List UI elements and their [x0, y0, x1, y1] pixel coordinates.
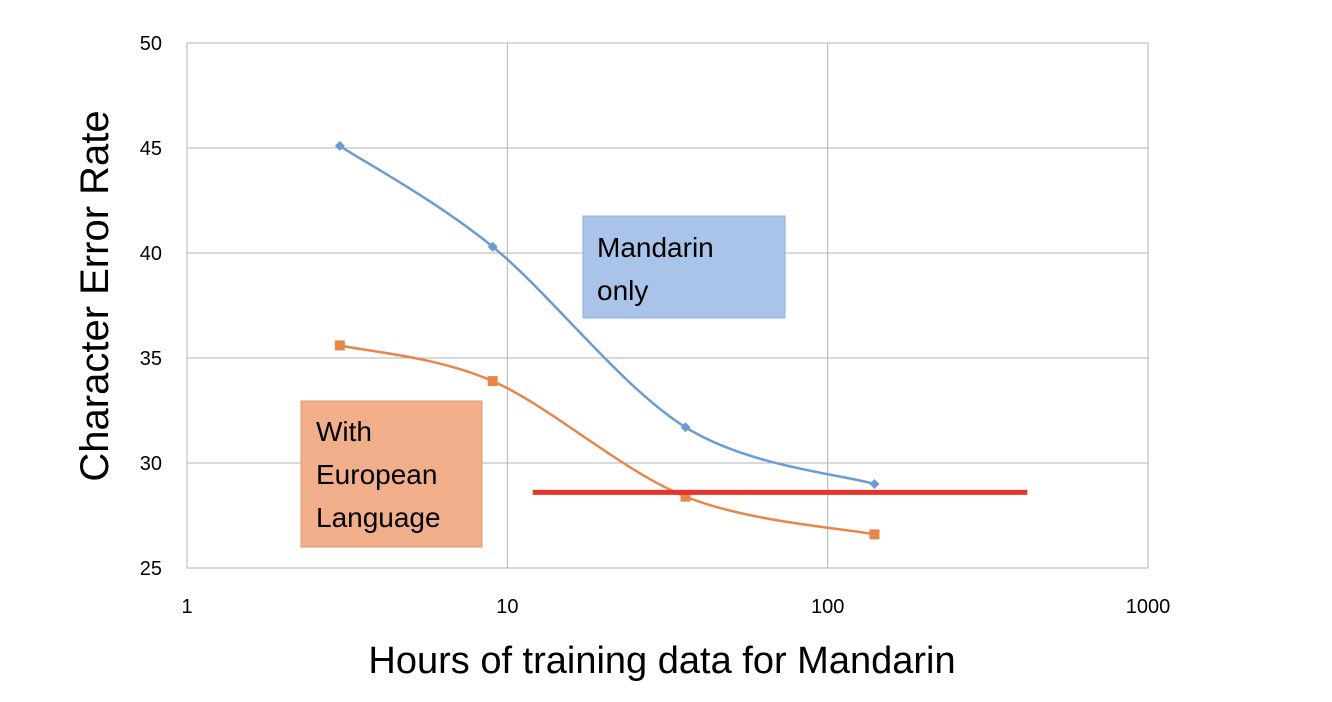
x-axis-title: Hours of training data for Mandarin [368, 640, 955, 682]
annotation-text: With [316, 416, 372, 447]
data-point [487, 241, 498, 252]
annotation-text: European [316, 459, 437, 490]
data-point [680, 422, 691, 433]
data-point [680, 491, 691, 502]
y-tick-label: 25 [140, 558, 162, 580]
data-point [334, 140, 345, 151]
annotation-box: Mandarin only [582, 215, 786, 319]
annotation-background [582, 215, 786, 319]
data-point [334, 340, 345, 351]
x-tick-label: 1 [181, 596, 192, 618]
x-tick-label: 100 [811, 596, 844, 618]
x-tick-label: 10 [496, 596, 518, 618]
series-line [339, 144, 875, 486]
annotation-text: Mandarin [597, 232, 714, 263]
y-tick-label: 35 [140, 348, 162, 370]
annotation-background [300, 400, 483, 548]
x-tick-label: 1000 [1126, 596, 1171, 618]
series-layer [334, 140, 1028, 540]
annotation-layer: Mandarin only With European Language [300, 215, 786, 548]
plot-area [186, 42, 1149, 569]
y-tick-label: 30 [140, 453, 162, 475]
data-point [869, 529, 880, 540]
annotation-text: only [597, 275, 648, 306]
y-tick-label: 50 [140, 33, 162, 55]
series-1 [334, 340, 880, 540]
series-line [339, 344, 875, 536]
data-point [869, 479, 880, 489]
annotation-box: With European Language [300, 400, 483, 548]
y-axis-title: Character Error Rate [73, 110, 117, 481]
y-axis-ticks: 25 30 35 40 45 50 [140, 33, 162, 580]
data-point [487, 376, 498, 387]
annotation-text: Language [316, 502, 441, 533]
y-tick-label: 40 [140, 243, 162, 265]
x-axis-ticks: 1 10 100 1000 [181, 596, 1170, 618]
y-tick-label: 45 [140, 138, 162, 160]
series-0 [334, 140, 880, 489]
